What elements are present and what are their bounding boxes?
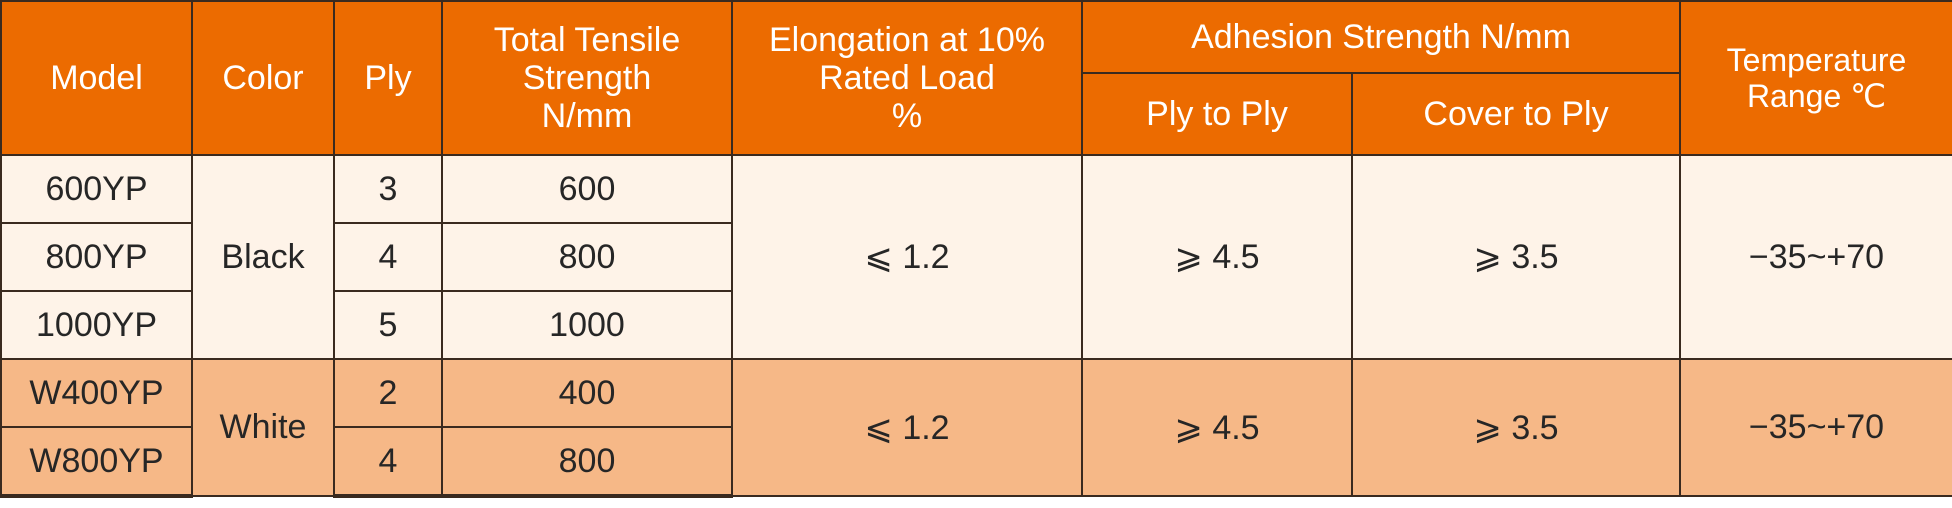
model-cell: 1000YP [0, 290, 193, 360]
model-cell: 800YP [0, 222, 193, 292]
cover-to-ply-cell: ⩾ 3.5 [1351, 358, 1681, 497]
ply-to-ply-cell: ⩾ 4.5 [1081, 154, 1353, 360]
cover-to-ply-cell: ⩾ 3.5 [1351, 154, 1681, 360]
table-row: 800YP 4 800 [0, 222, 1952, 292]
model-cell: W400YP [0, 358, 193, 428]
black-group: 600YP Black 3 600 ⩽ 1.2 ⩾ 4.5 ⩾ 3.5 −35~… [0, 154, 1952, 360]
header-cover-to-ply: Cover to Ply [1351, 72, 1681, 156]
table-row: W400YP White 2 400 ⩽ 1.2 ⩾ 4.5 ⩾ 3.5 −35… [0, 358, 1952, 497]
table-row: W800YP 4 800 [0, 426, 1952, 498]
tensile-cell: 800 [441, 222, 733, 292]
ply-cell: 5 [333, 290, 443, 360]
elongation-cell: ⩽ 1.2 [731, 358, 1083, 497]
header-temperature-range: Temperature Range ℃ [1679, 0, 1952, 156]
model-cell: W800YP [0, 426, 193, 498]
temperature-cell: −35~+70 [1679, 358, 1952, 497]
elongation-cell: ⩽ 1.2 [731, 154, 1083, 360]
header-ply: Ply [333, 0, 443, 156]
table-row: 600YP Black 3 600 ⩽ 1.2 ⩾ 4.5 ⩾ 3.5 −35~… [0, 154, 1952, 360]
ply-cell: 4 [333, 426, 443, 498]
white-group: W400YP White 2 400 ⩽ 1.2 ⩾ 4.5 ⩾ 3.5 −35… [0, 358, 1952, 498]
table-header: Model Color Ply Total Tensile Strength N… [0, 0, 1952, 156]
header-total-tensile-strength: Total Tensile Strength N/mm [441, 0, 733, 156]
ply-to-ply-cell: ⩾ 4.5 [1081, 358, 1353, 497]
header-ply-to-ply: Ply to Ply [1081, 72, 1353, 156]
tensile-cell: 600 [441, 154, 733, 224]
tensile-cell: 800 [441, 426, 733, 498]
color-cell: Black [191, 154, 335, 360]
temperature-cell: −35~+70 [1679, 154, 1952, 360]
ply-cell: 2 [333, 358, 443, 428]
header-adhesion-strength: Adhesion Strength N/mm [1081, 0, 1681, 74]
model-cell: 600YP [0, 154, 193, 224]
header-model: Model [0, 0, 193, 156]
color-cell: White [191, 358, 335, 497]
ply-cell: 3 [333, 154, 443, 224]
header-elongation: Elongation at 10% Rated Load % [731, 0, 1083, 156]
header-color: Color [191, 0, 335, 156]
tensile-cell: 1000 [441, 290, 733, 360]
table-row: 1000YP 5 1000 [0, 290, 1952, 360]
tensile-cell: 400 [441, 358, 733, 428]
ply-cell: 4 [333, 222, 443, 292]
